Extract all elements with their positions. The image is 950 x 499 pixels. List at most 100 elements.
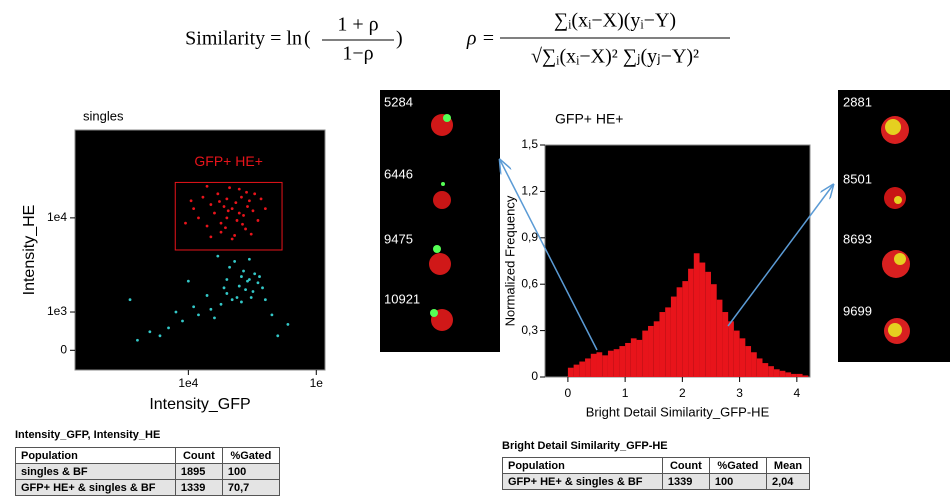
y-tick-label: 1e3 xyxy=(47,304,67,318)
x-tick-label: 1e xyxy=(310,376,324,390)
y-tick-label: 1,5 xyxy=(521,137,538,151)
bar xyxy=(722,312,729,377)
point xyxy=(246,205,249,208)
bar xyxy=(705,271,711,377)
cell: 70,7 xyxy=(221,479,281,496)
point xyxy=(128,298,132,302)
point xyxy=(261,286,264,290)
bar xyxy=(567,367,574,377)
cell: 2,04 xyxy=(765,473,811,490)
cell xyxy=(433,191,451,209)
header-cell: Population xyxy=(502,457,663,474)
point xyxy=(148,330,152,334)
point xyxy=(247,257,251,261)
bar xyxy=(768,366,774,377)
cell: 1339 xyxy=(661,473,710,490)
image-label: 9699 xyxy=(843,303,872,318)
point xyxy=(222,205,226,208)
point xyxy=(245,190,248,194)
arrow xyxy=(500,160,598,351)
x-tick-label: 4 xyxy=(793,386,800,400)
y-axis-label: Normalized Frequency xyxy=(502,195,517,326)
bar xyxy=(619,346,626,377)
table-title: Bright Detail Similarity_GFP-HE xyxy=(502,440,668,452)
bar xyxy=(670,296,677,377)
bar xyxy=(653,321,660,377)
point xyxy=(259,197,263,201)
x-tick-label: 1e4 xyxy=(178,376,198,390)
point xyxy=(192,207,196,211)
bar xyxy=(716,299,723,377)
cell: singles & BF xyxy=(15,463,176,480)
header-cell: Population xyxy=(15,447,176,464)
bar xyxy=(602,355,608,377)
point xyxy=(216,192,220,196)
table-row: singles & BF 1895 100 xyxy=(15,463,281,480)
point xyxy=(240,195,243,199)
point xyxy=(197,216,200,220)
bar xyxy=(710,284,717,377)
y-tick-label: 0,6 xyxy=(521,276,538,290)
point xyxy=(270,313,274,317)
point xyxy=(218,200,221,203)
header-cell: %Gated xyxy=(708,457,767,474)
point xyxy=(181,319,184,323)
cell xyxy=(882,250,910,278)
point xyxy=(251,209,255,213)
spot xyxy=(888,323,902,337)
point xyxy=(249,232,253,236)
arrow xyxy=(727,185,833,327)
y-tick-label: 0,9 xyxy=(521,230,538,244)
bar xyxy=(739,338,746,377)
image-label: 8501 xyxy=(843,171,872,186)
spot xyxy=(433,245,441,253)
point xyxy=(247,199,251,203)
header-row: Population Count %Gated xyxy=(15,447,281,464)
point xyxy=(228,265,231,269)
rho-den: √∑ᵢ(xᵢ−X)² ∑ⱼ(yⱼ−Y)² xyxy=(531,46,699,68)
point xyxy=(219,302,223,306)
point xyxy=(205,224,209,228)
image-panel-right xyxy=(838,90,950,362)
point xyxy=(228,186,231,190)
bar xyxy=(665,307,671,377)
point xyxy=(246,279,249,283)
bar xyxy=(642,330,649,377)
cell: 1895 xyxy=(174,463,223,480)
image-panel-left xyxy=(380,90,500,352)
cell: 1339 xyxy=(174,479,223,496)
point xyxy=(205,294,209,297)
bar xyxy=(630,338,637,377)
header-row: Population Count %Gated Mean xyxy=(502,457,811,474)
cell: GFP+ HE+ & singles & BF xyxy=(15,479,176,496)
point xyxy=(219,221,223,225)
point xyxy=(256,281,260,285)
point xyxy=(167,326,170,330)
x-tick-label: 1 xyxy=(622,386,629,400)
paren: ) xyxy=(396,28,403,50)
cell: GFP+ HE+ & singles & BF xyxy=(502,473,663,490)
point xyxy=(222,286,226,290)
point xyxy=(174,310,178,314)
spot xyxy=(443,114,451,122)
x-axis-label: Bright Detail Similarity_GFP-HE xyxy=(586,404,770,419)
x-tick-label: 0 xyxy=(565,386,572,400)
point xyxy=(247,278,251,281)
y-tick-label: 0 xyxy=(60,342,67,356)
bar xyxy=(607,350,614,377)
point xyxy=(286,322,290,326)
point xyxy=(192,305,196,309)
bar xyxy=(751,352,757,377)
point xyxy=(226,209,230,213)
bar xyxy=(745,346,752,377)
point xyxy=(244,288,247,292)
point xyxy=(225,292,229,295)
point xyxy=(242,269,245,273)
point xyxy=(242,214,245,217)
cell xyxy=(429,253,451,275)
point xyxy=(251,290,255,293)
x-axis-label: Intensity_GFP xyxy=(149,396,250,413)
point xyxy=(201,195,205,199)
point xyxy=(189,199,193,203)
rho-num: ∑ᵢ(xᵢ−X)(yᵢ−Y) xyxy=(554,10,676,32)
